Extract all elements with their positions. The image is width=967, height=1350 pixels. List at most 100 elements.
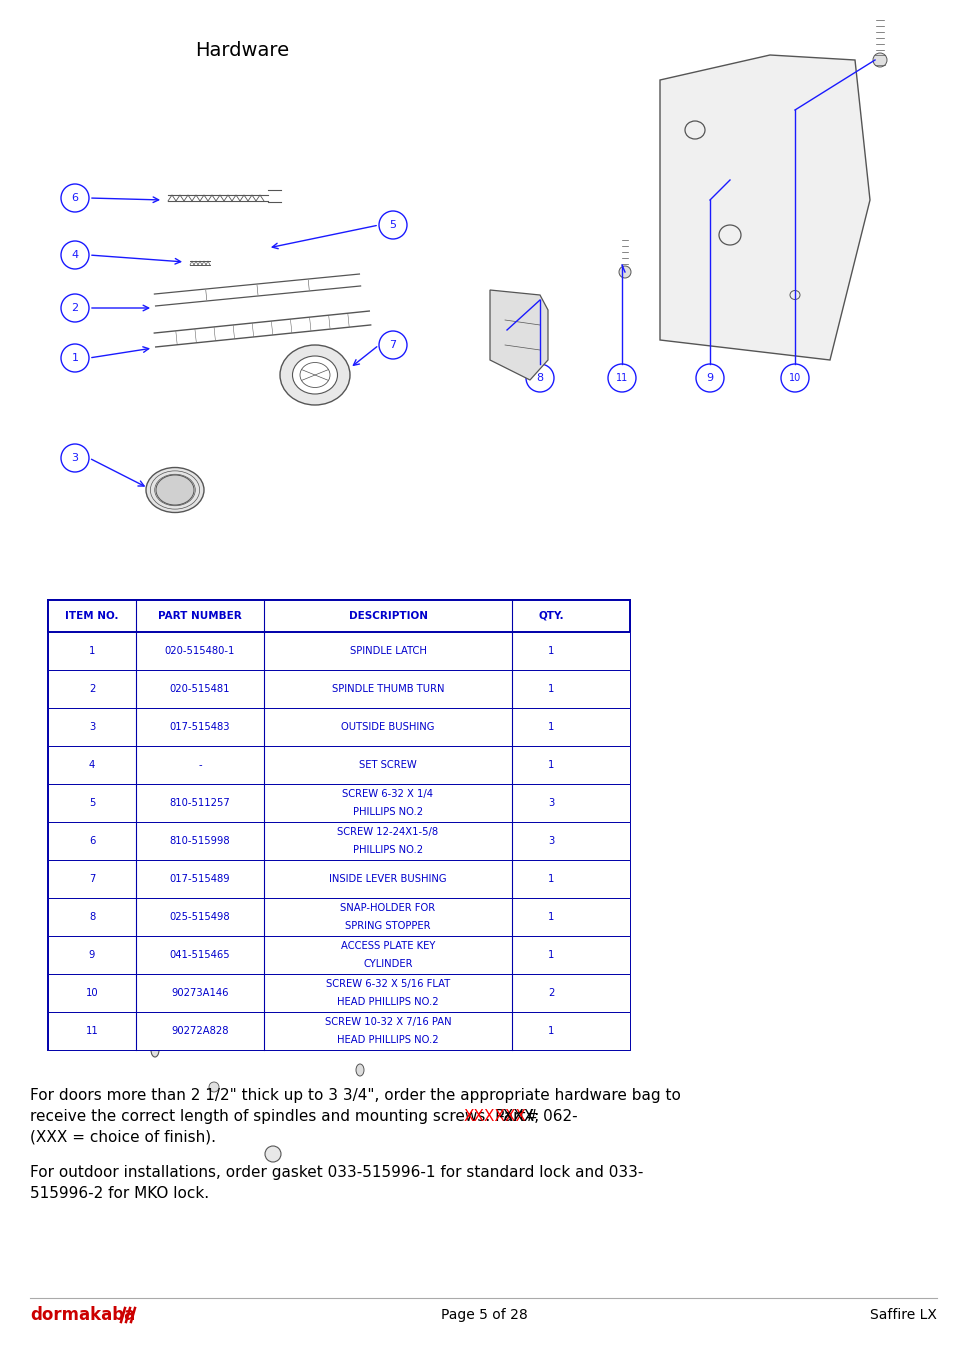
Text: 4: 4 [89,760,95,770]
FancyBboxPatch shape [48,822,630,860]
Text: (XXX = choice of finish).: (XXX = choice of finish). [30,1130,216,1145]
Text: 8: 8 [89,913,95,922]
Text: 9: 9 [707,373,714,383]
FancyBboxPatch shape [48,936,630,973]
Text: 1: 1 [548,913,554,922]
Text: SCREW 10-32 X 7/16 PAN: SCREW 10-32 X 7/16 PAN [325,1017,452,1027]
Text: For outdoor installations, order gasket 033-515996-1 for standard lock and 033-: For outdoor installations, order gasket … [30,1165,643,1180]
FancyBboxPatch shape [48,599,630,632]
Text: 11: 11 [616,373,629,383]
Text: CYLINDER: CYLINDER [364,958,413,969]
Text: SCREW 6-32 X 1/4: SCREW 6-32 X 1/4 [342,788,433,799]
Text: QTY.: QTY. [539,612,564,621]
Text: SCREW 6-32 X 5/16 FLAT: SCREW 6-32 X 5/16 FLAT [326,979,450,990]
FancyBboxPatch shape [48,670,630,707]
Text: 90273A146: 90273A146 [171,988,229,998]
Text: 810-515998: 810-515998 [169,836,230,846]
Text: 3: 3 [89,722,95,732]
Text: 6: 6 [72,193,78,202]
Text: 3: 3 [548,836,554,846]
Circle shape [61,242,89,269]
Text: 10: 10 [789,373,801,383]
Text: 1: 1 [548,760,554,770]
Text: XXXXXX: XXXXXX [463,1108,526,1125]
Polygon shape [490,290,548,379]
Text: 1: 1 [89,647,95,656]
Text: Hardware: Hardware [195,40,289,59]
Circle shape [379,331,407,359]
Circle shape [619,266,631,278]
Text: OUTSIDE BUSHING: OUTSIDE BUSHING [341,722,435,732]
Text: SCREW 12-24X1-5/8: SCREW 12-24X1-5/8 [337,828,439,837]
Ellipse shape [146,467,204,513]
Text: 515996-2 for MKO lock.: 515996-2 for MKO lock. [30,1187,209,1202]
Text: 1: 1 [548,1026,554,1035]
Text: SNAP-HOLDER FOR: SNAP-HOLDER FOR [340,903,435,913]
Circle shape [209,1081,219,1092]
Polygon shape [660,55,870,360]
Text: dormakaba: dormakaba [30,1305,135,1324]
Ellipse shape [356,1064,364,1076]
Ellipse shape [365,1025,375,1040]
Text: 3: 3 [72,454,78,463]
Text: 10: 10 [86,988,99,998]
Text: 5: 5 [89,798,95,809]
Text: PART NUMBER: PART NUMBER [159,612,242,621]
Text: Page 5 of 28: Page 5 of 28 [441,1308,527,1322]
Circle shape [379,211,407,239]
Text: ITEM NO.: ITEM NO. [65,612,119,621]
Ellipse shape [156,475,194,505]
Text: HEAD PHILLIPS NO.2: HEAD PHILLIPS NO.2 [337,1035,439,1045]
Text: 2: 2 [89,684,95,694]
Text: -: - [198,760,202,770]
Circle shape [781,364,809,391]
Text: 2: 2 [72,302,78,313]
Circle shape [61,294,89,323]
Text: Saffire LX: Saffire LX [870,1308,937,1322]
FancyBboxPatch shape [48,747,630,784]
Text: 017-515489: 017-515489 [169,873,230,884]
Text: 4: 4 [72,250,78,261]
Text: 5: 5 [390,220,396,230]
Circle shape [61,184,89,212]
Text: DESCRIPTION: DESCRIPTION [348,612,427,621]
Text: PHILLIPS NO.2: PHILLIPS NO.2 [353,845,424,855]
Text: ACCESS PLATE KEY: ACCESS PLATE KEY [340,941,435,950]
Text: 2: 2 [548,988,554,998]
Text: HEAD PHILLIPS NO.2: HEAD PHILLIPS NO.2 [337,998,439,1007]
Text: 041-515465: 041-515465 [169,950,230,960]
Text: For doors more than 2 1/2" thick up to 3 3/4", order the appropriate hardware ba: For doors more than 2 1/2" thick up to 3… [30,1088,681,1103]
Ellipse shape [292,356,337,394]
FancyBboxPatch shape [48,707,630,747]
FancyBboxPatch shape [48,898,630,936]
Text: 7: 7 [390,340,396,350]
Text: PHILLIPS NO.2: PHILLIPS NO.2 [353,807,424,817]
Text: 1: 1 [72,352,78,363]
Text: 020-515480-1: 020-515480-1 [164,647,235,656]
FancyBboxPatch shape [48,632,630,670]
Circle shape [873,53,887,68]
Text: 9: 9 [89,950,95,960]
Text: 025-515498: 025-515498 [169,913,230,922]
Text: 11: 11 [86,1026,99,1035]
Text: 8: 8 [537,373,543,383]
Text: 020-515481: 020-515481 [170,684,230,694]
Text: 017-515483: 017-515483 [170,722,230,732]
Text: INSIDE LEVER BUSHING: INSIDE LEVER BUSHING [329,873,447,884]
Text: SPRING STOPPER: SPRING STOPPER [345,921,430,931]
Text: -XXX;: -XXX; [498,1108,540,1125]
Text: 810-511257: 810-511257 [169,798,230,809]
FancyBboxPatch shape [48,599,630,1050]
Text: 1: 1 [548,950,554,960]
Text: 1: 1 [548,684,554,694]
Ellipse shape [151,1044,159,1057]
Text: 90272A828: 90272A828 [171,1026,229,1035]
Text: SPINDLE LATCH: SPINDLE LATCH [349,647,426,656]
Text: receive the correct length of spindles and mounting screws. Part# 062-: receive the correct length of spindles a… [30,1108,577,1125]
Ellipse shape [280,346,350,405]
Text: SPINDLE THUMB TURN: SPINDLE THUMB TURN [332,684,444,694]
FancyBboxPatch shape [48,1012,630,1050]
Circle shape [265,1146,281,1162]
Text: 7: 7 [89,873,95,884]
Text: 1: 1 [548,647,554,656]
